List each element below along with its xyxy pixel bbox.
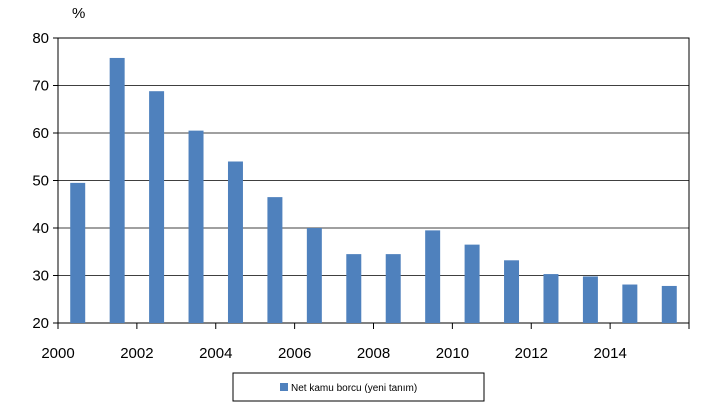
- x-tick-label: 2010: [436, 345, 469, 362]
- legend-swatch: [280, 383, 288, 391]
- bar-2007: [346, 254, 362, 323]
- x-tick-label: 2014: [593, 345, 626, 362]
- x-tick-label: 2006: [278, 345, 311, 362]
- bar-2008: [385, 254, 401, 323]
- y-axis-ticks: 20 30 40 50 60 70 80: [32, 30, 58, 332]
- y-tick-label: 30: [32, 268, 49, 285]
- y-unit-label: %: [72, 5, 85, 22]
- bar-2013: [582, 276, 598, 323]
- x-tick-label: 2004: [199, 345, 232, 362]
- bar-2011: [504, 260, 520, 323]
- legend-label: Net kamu borcu (yeni tanım): [291, 383, 417, 394]
- bar-2005: [267, 197, 283, 323]
- legend: Net kamu borcu (yeni tanım): [232, 372, 485, 402]
- x-tick-label: 2000: [41, 345, 74, 362]
- y-tick-label: 20: [32, 315, 49, 332]
- bar-2006: [306, 228, 322, 323]
- bar-2014: [622, 284, 638, 323]
- x-tick-label: 2008: [357, 345, 390, 362]
- y-tick-label: 70: [32, 78, 49, 95]
- bar-2010: [464, 244, 480, 323]
- bar-2009: [425, 230, 441, 323]
- bar-2003: [188, 130, 204, 323]
- bar-2000: [70, 182, 86, 323]
- bar-2001: [109, 57, 125, 323]
- bar-2012: [543, 274, 559, 323]
- bars: [70, 57, 677, 323]
- bar-2015: [661, 285, 677, 323]
- x-axis-ticks: 2000 2002 2004 2006 2008 2010 2012 2014: [41, 323, 690, 362]
- y-tick-label: 40: [32, 220, 49, 237]
- y-tick-label: 60: [32, 125, 49, 142]
- x-tick-label: 2012: [515, 345, 548, 362]
- y-tick-label: 50: [32, 173, 49, 190]
- x-tick-label: 2002: [120, 345, 153, 362]
- bar-2004: [227, 161, 243, 323]
- y-tick-label: 80: [32, 30, 49, 47]
- bar-2002: [149, 91, 165, 323]
- legend-box: [232, 372, 485, 402]
